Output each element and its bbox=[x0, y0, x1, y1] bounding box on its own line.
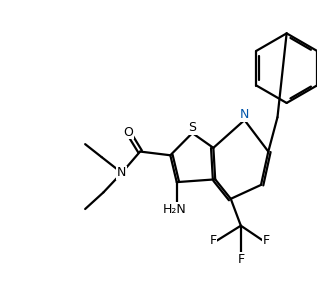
Text: F: F bbox=[263, 234, 270, 247]
Text: F: F bbox=[237, 253, 244, 265]
Text: O: O bbox=[123, 126, 133, 139]
Text: F: F bbox=[210, 234, 217, 247]
Text: S: S bbox=[188, 121, 196, 134]
Text: H₂N: H₂N bbox=[163, 203, 187, 215]
Text: N: N bbox=[117, 166, 126, 179]
Text: N: N bbox=[240, 108, 249, 121]
